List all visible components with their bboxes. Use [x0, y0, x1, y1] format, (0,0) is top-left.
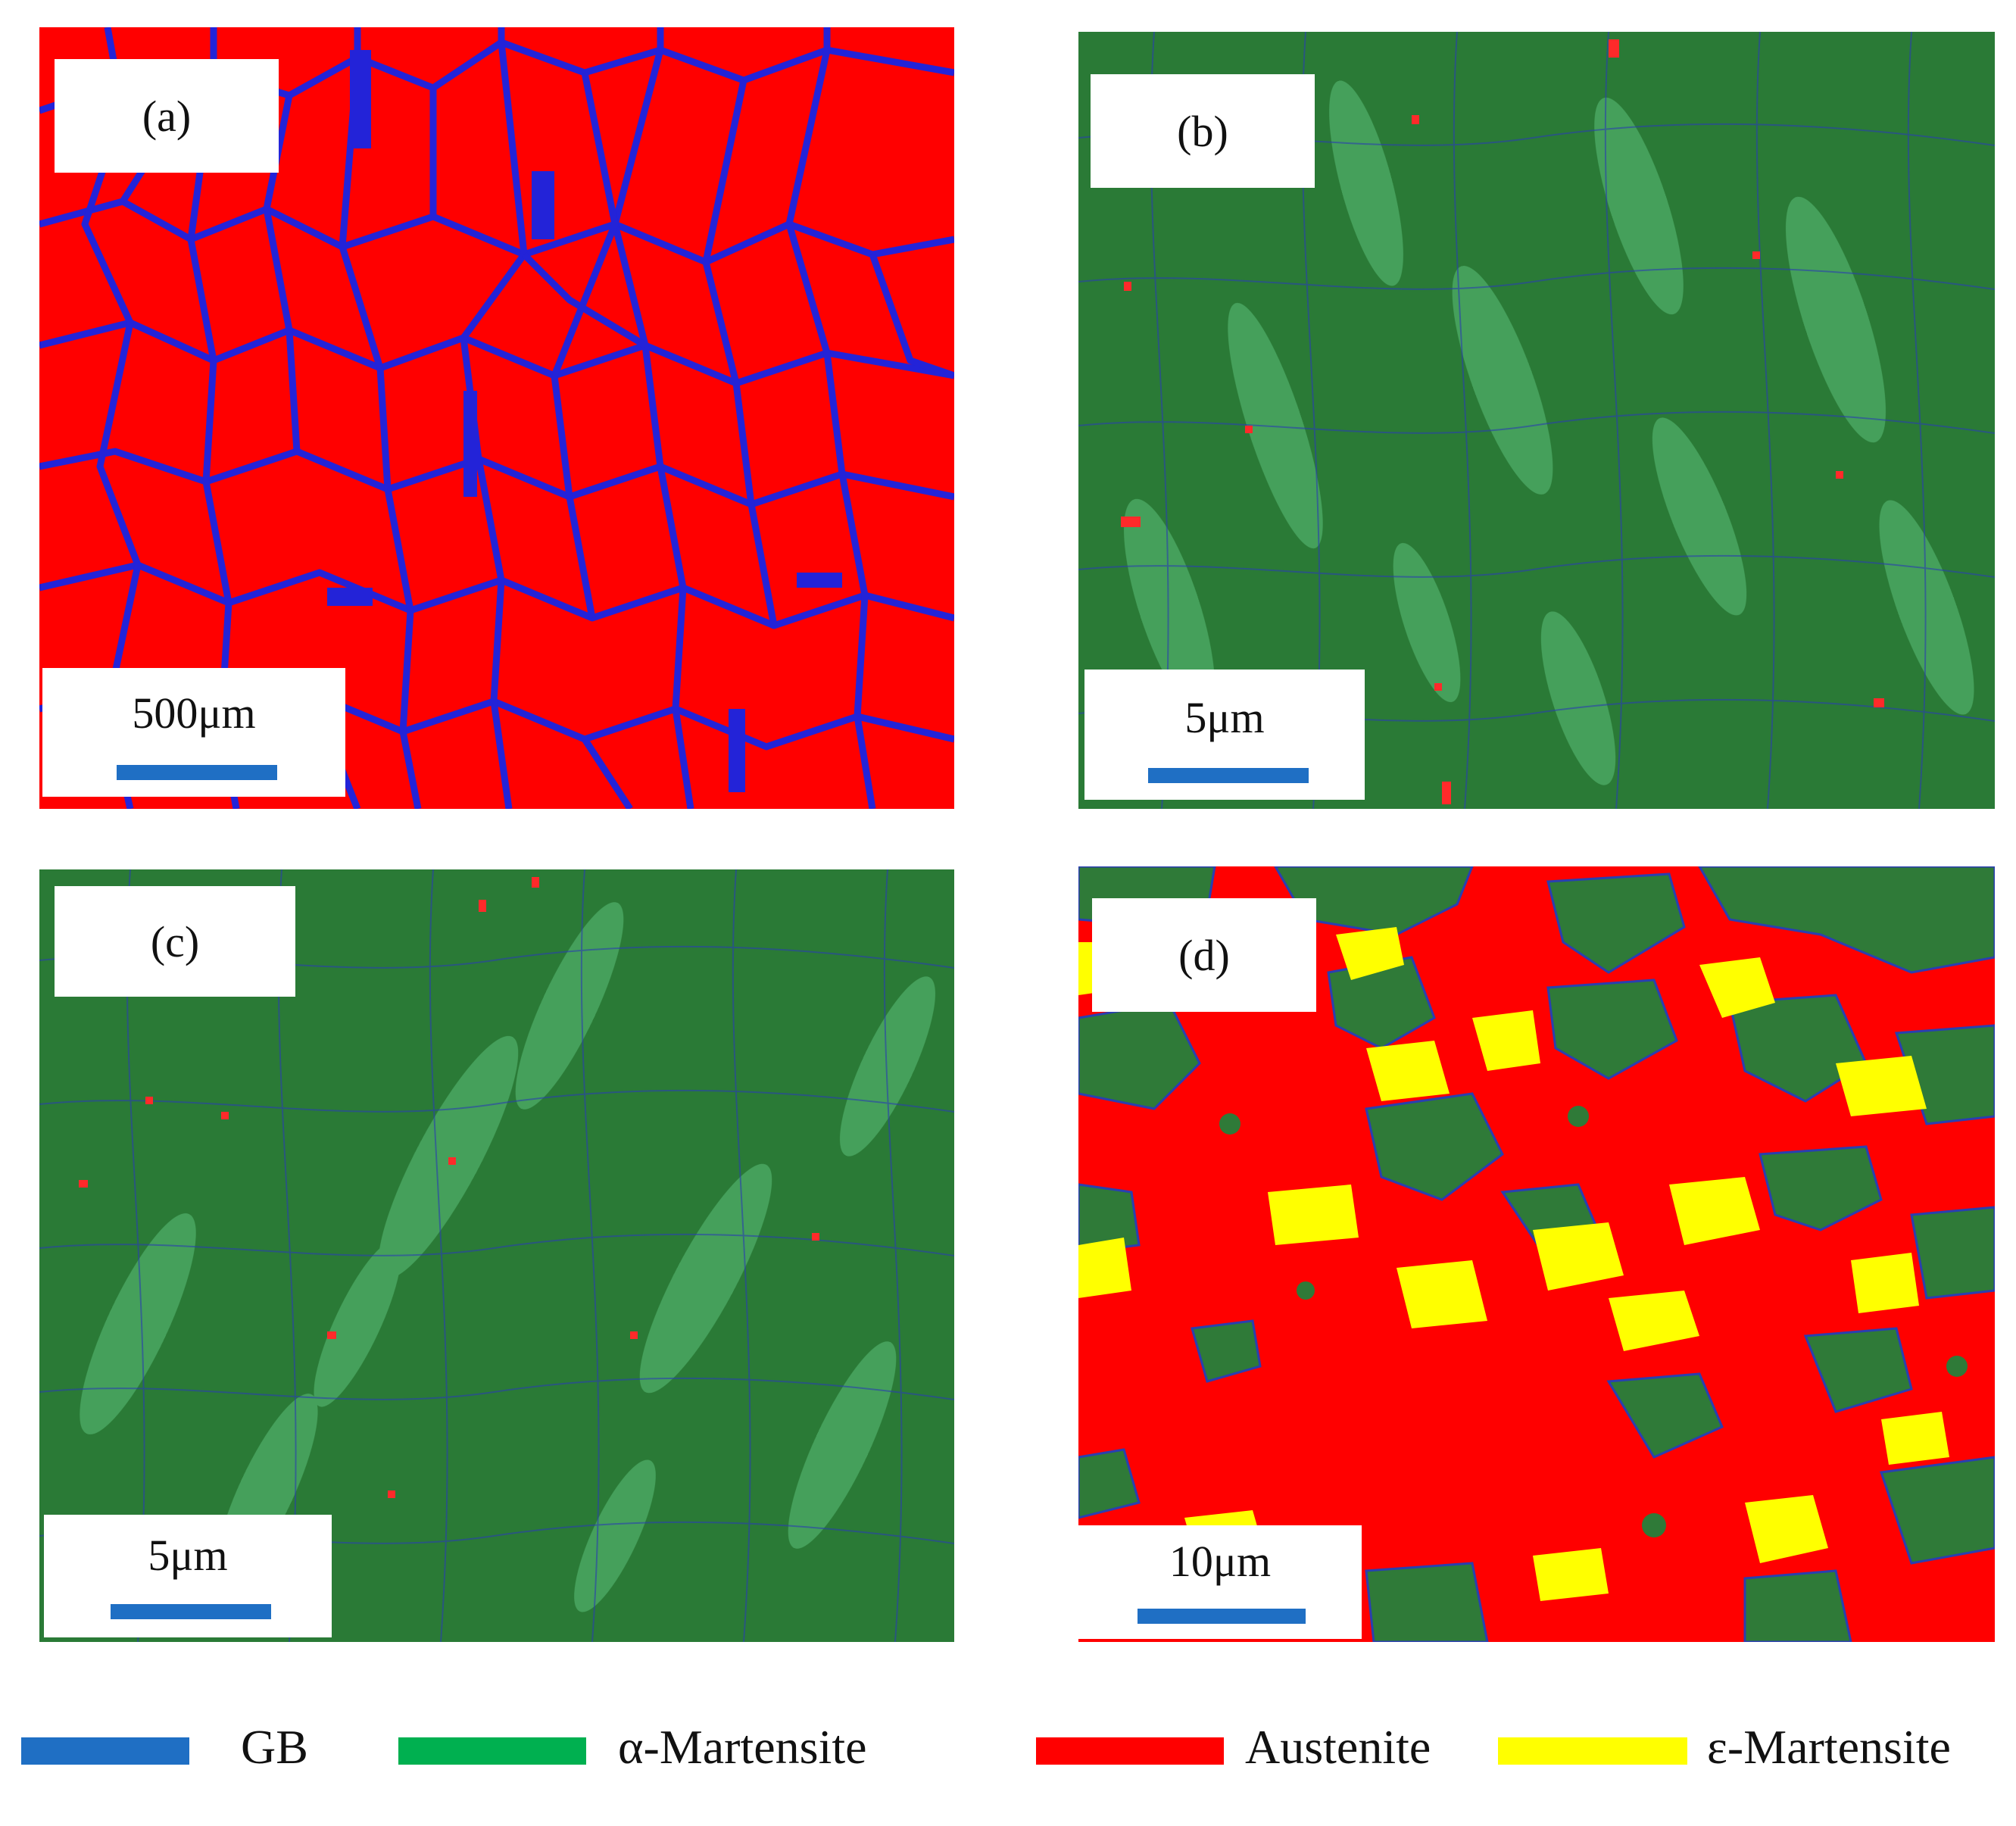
scale-label: 10μm	[1169, 1537, 1272, 1586]
scale-box: 500μm	[42, 668, 345, 797]
scale-bar	[1138, 1609, 1306, 1624]
scale-box: 5μm	[1084, 670, 1365, 800]
legend-label: α-Martensite	[618, 1720, 867, 1774]
scale-bar	[1148, 768, 1309, 783]
legend-swatch	[398, 1737, 586, 1765]
legend-swatch	[21, 1737, 189, 1765]
scale-label: 500μm	[132, 688, 256, 738]
legend-label: Austenite	[1245, 1720, 1431, 1774]
panel-label: (a)	[55, 59, 279, 173]
scale-box: 10μm	[1078, 1525, 1362, 1639]
legend-label: ε-Martensite	[1707, 1720, 1951, 1774]
scale-bar	[111, 1604, 271, 1619]
legend-label: GB	[241, 1720, 308, 1774]
ebsd-map-a: (a) 500μm	[39, 27, 954, 809]
texture-c	[39, 869, 954, 1642]
ebsd-map-c: (c) 5μm	[39, 869, 954, 1642]
scale-bar	[117, 765, 277, 780]
scale-label: 5μm	[1184, 693, 1265, 742]
ebsd-map-d: (d) 10μm	[1078, 866, 1995, 1642]
panel-label: (c)	[55, 886, 295, 997]
legend: GB α-Martensite Austenite ε-Martensite	[0, 1690, 2016, 1796]
scale-box: 5μm	[44, 1515, 332, 1637]
panel-label: (b)	[1091, 74, 1315, 188]
scale-label: 5μm	[148, 1531, 228, 1580]
ebsd-map-b: (b) 5μm	[1078, 32, 1995, 809]
panel-label: (d)	[1092, 898, 1316, 1012]
legend-swatch	[1036, 1737, 1224, 1765]
phase-map-d	[1078, 866, 1995, 1642]
texture-b	[1078, 32, 1995, 809]
legend-swatch	[1498, 1737, 1687, 1765]
